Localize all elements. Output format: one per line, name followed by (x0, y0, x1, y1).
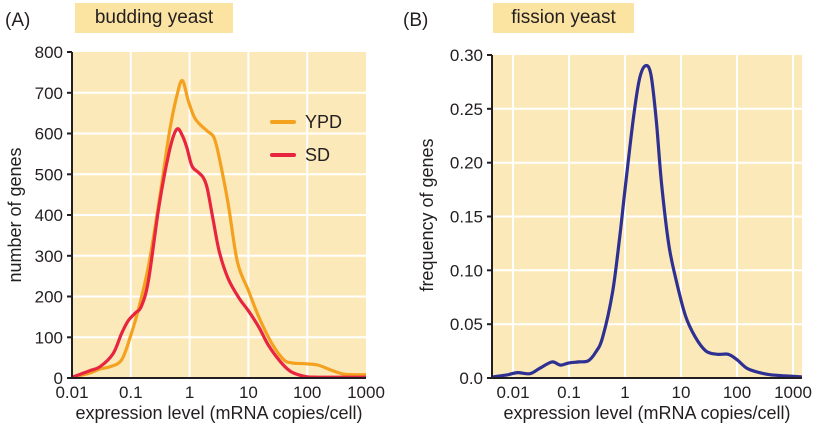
sd-line-swatch (270, 153, 296, 157)
x-tick-label: 100 (723, 383, 751, 402)
y-tick-label: 500 (35, 165, 63, 184)
x-tick-label: 10 (672, 383, 691, 402)
y-tick-label: 300 (35, 247, 63, 266)
panel-b-xlabel: expression level (mRNA copies/cell) (503, 403, 791, 423)
y-tick-label: 700 (35, 84, 63, 103)
x-tick-label: 0.01 (55, 383, 88, 402)
ypd-line-swatch (270, 120, 296, 124)
y-tick-label: 0.15 (450, 208, 483, 227)
y-tick-label: 0.30 (450, 46, 483, 65)
y-tick-label: 200 (35, 288, 63, 307)
x-tick-label: 100 (293, 383, 321, 402)
panel-a-title: budding yeast (75, 3, 233, 33)
legend: YPD SD (270, 111, 342, 177)
x-tick-label: 0.01 (496, 383, 529, 402)
legend-label-sd: SD (305, 144, 331, 165)
panel-b-title: fission yeast (493, 3, 634, 33)
series-line-fission-yeast (492, 63, 802, 378)
panel-b-letter: (B) (403, 10, 429, 31)
x-tick-label: 1000 (774, 383, 812, 402)
legend-item-ypd: YPD (270, 111, 342, 133)
x-tick-label: 10 (239, 383, 258, 402)
legend-label-ypd: YPD (305, 111, 343, 132)
y-tick-label: 0.25 (450, 100, 483, 119)
x-tick-label: 1000 (347, 383, 385, 402)
x-tick-label: 0.1 (119, 383, 143, 402)
panel-a-xlabel: expression level (mRNA copies/cell) (75, 403, 363, 423)
y-tick-label: 800 (35, 43, 63, 62)
panel-b-ylabel: frequency of genes (417, 138, 437, 292)
panel-a-ylabel: number of genes (5, 147, 25, 283)
y-tick-label: 0.0 (459, 369, 483, 388)
legend-item-sd: SD (270, 144, 342, 166)
series-line-sd (72, 127, 366, 378)
panel-b-plot: 0.30 0.25 0.20 0.15 0.10 0.05 0.0 0.01 0.1 1 10 100… (450, 46, 812, 402)
x-tick-label: 1 (185, 383, 194, 402)
y-tick-label: 0 (54, 369, 63, 388)
series-line-ypd (72, 78, 366, 378)
y-tick-label: 0.20 (450, 154, 483, 173)
y-tick-label: 600 (35, 125, 63, 144)
x-tick-label: 0.1 (557, 383, 581, 402)
y-tick-label: 0.10 (450, 261, 483, 280)
y-tick-label: 0.05 (450, 315, 483, 334)
x-tick-label: 1 (620, 383, 629, 402)
y-tick-label: 400 (35, 206, 63, 225)
panel-a-letter: (A) (5, 10, 31, 31)
y-tick-label: 100 (35, 328, 63, 347)
